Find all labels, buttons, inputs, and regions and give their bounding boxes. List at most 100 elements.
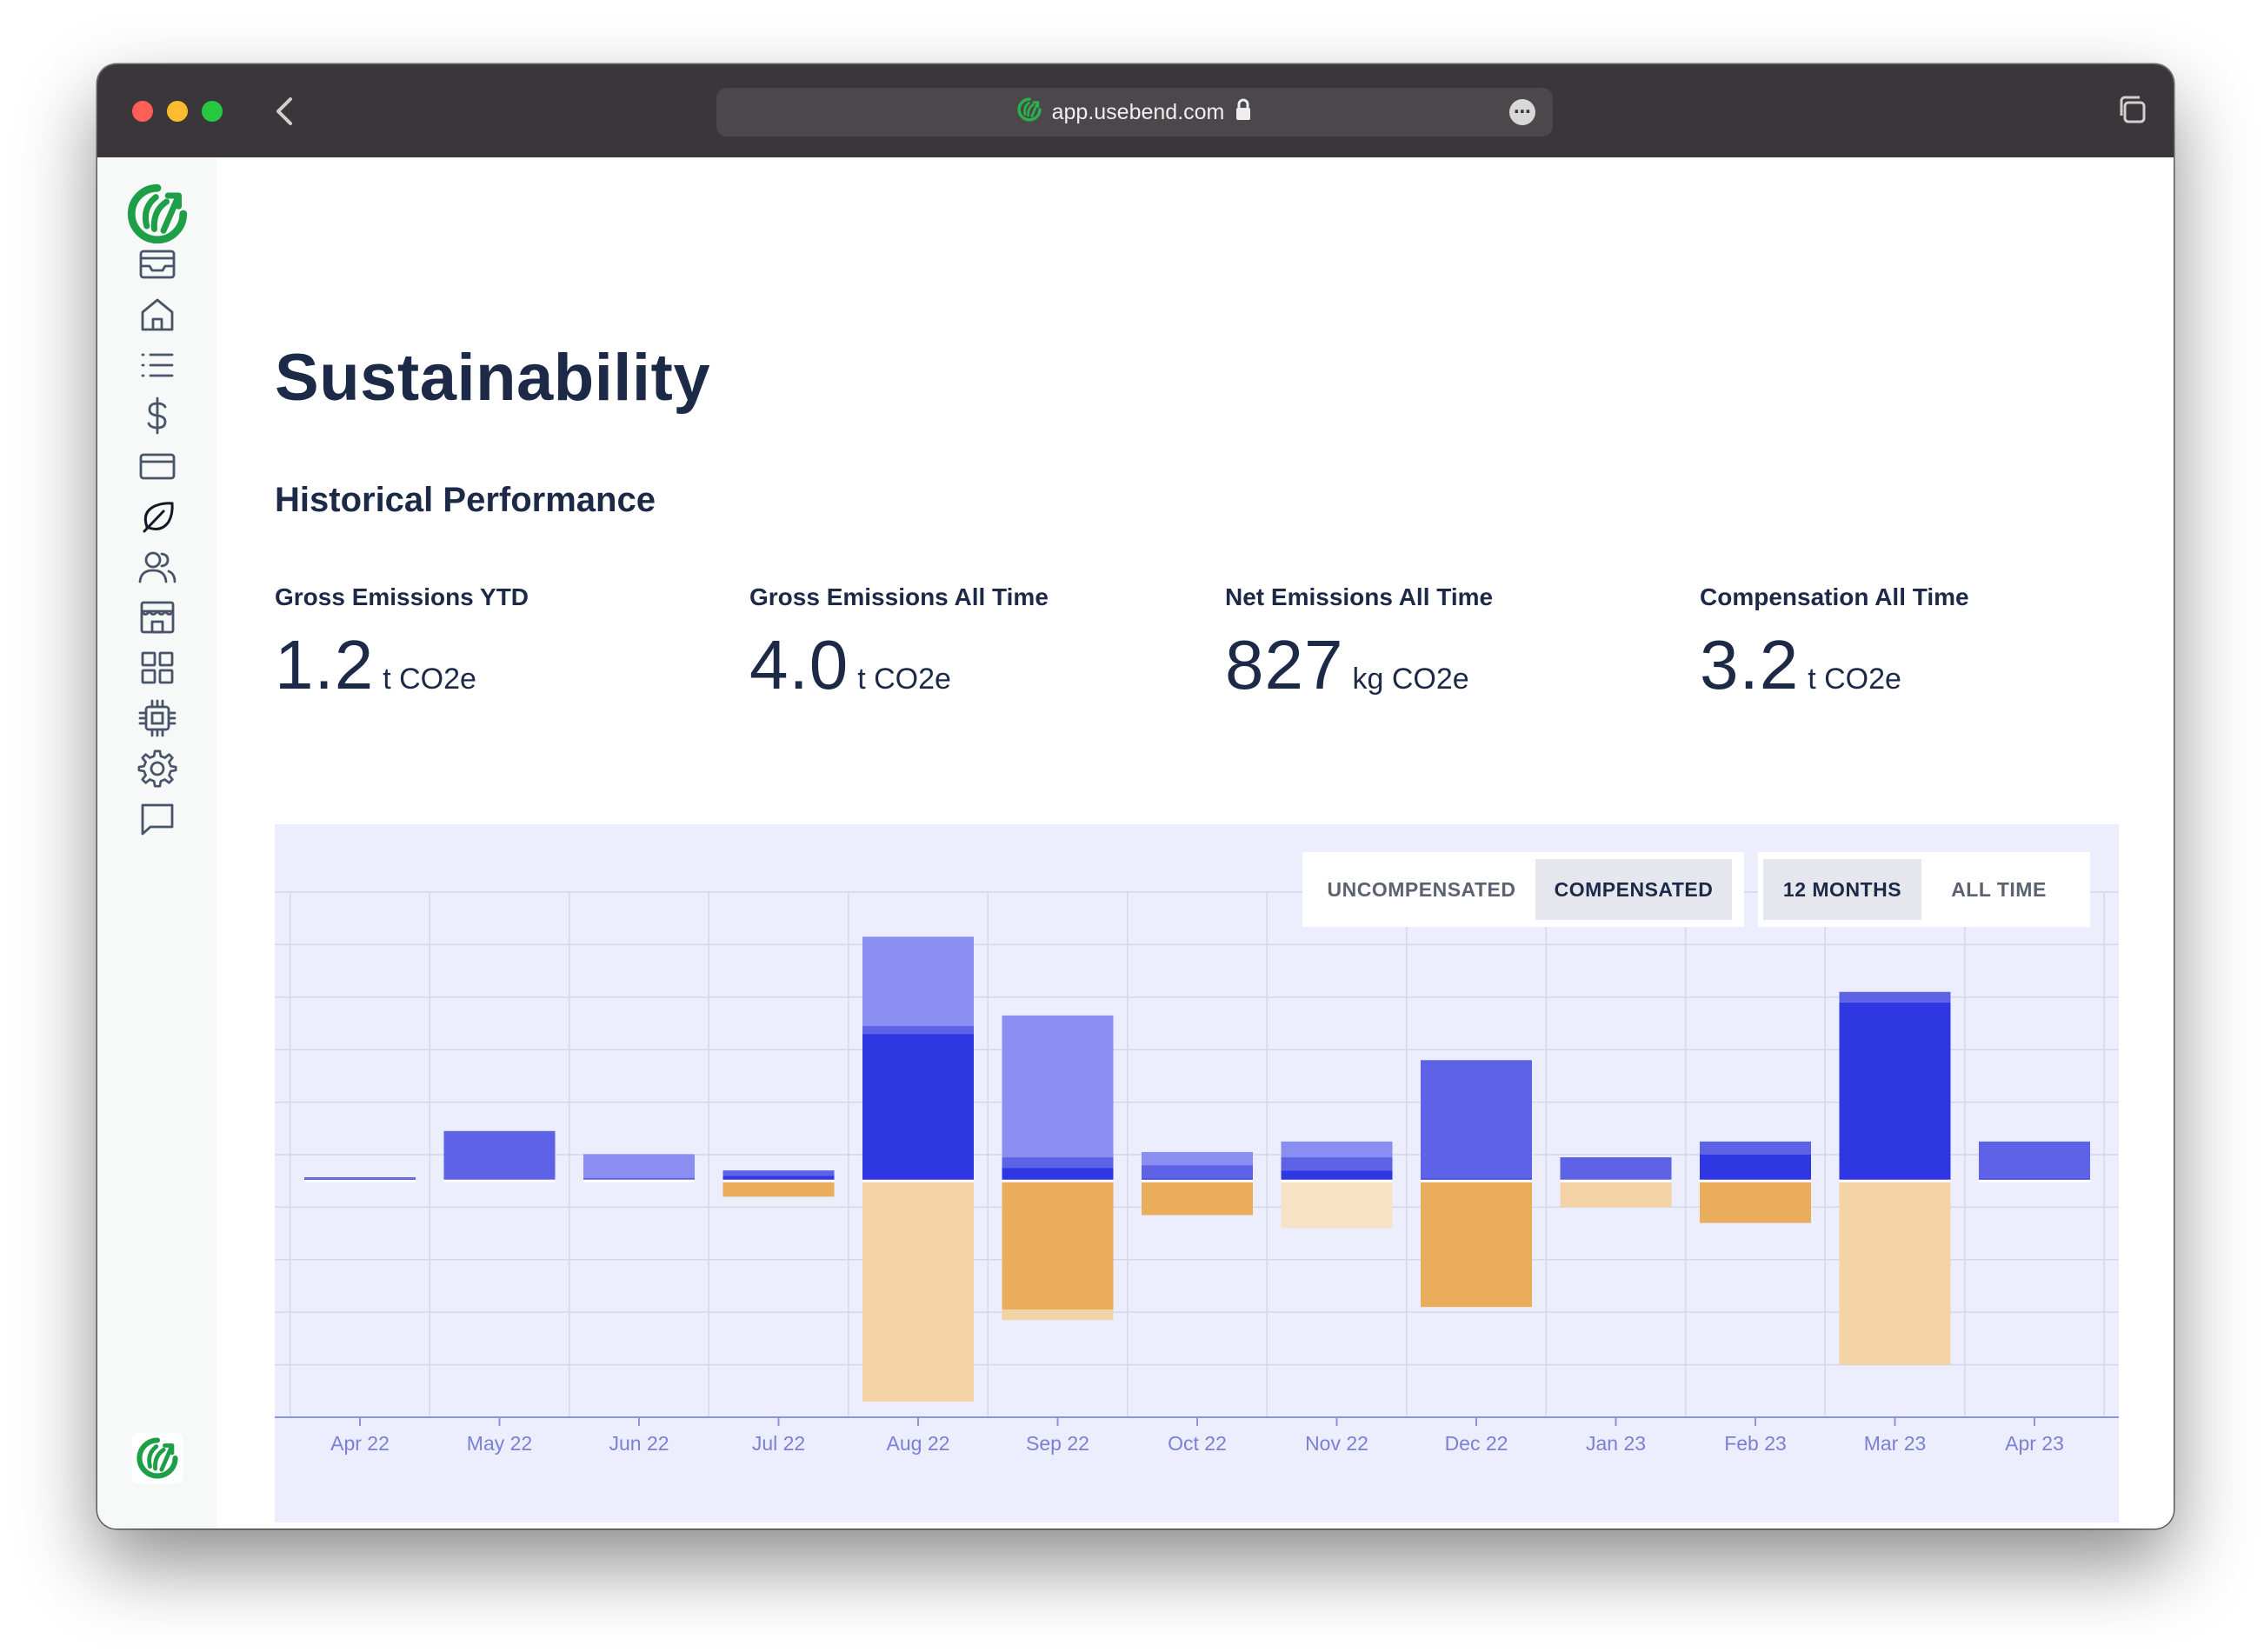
chart-bar-segment xyxy=(1281,1170,1393,1182)
chart-bar-segment xyxy=(1002,1157,1114,1169)
stat-label: Gross Emissions All Time xyxy=(749,583,1049,610)
chart-bar-segment xyxy=(1142,1178,1253,1182)
chart-bar-segment xyxy=(583,1154,695,1178)
chart-bar-segment xyxy=(862,1181,974,1402)
minimize-window-button[interactable] xyxy=(167,101,188,122)
chart-bar-segment xyxy=(1002,1015,1114,1158)
close-window-button[interactable] xyxy=(132,101,153,122)
chart-bar-segment xyxy=(1839,1181,1951,1365)
toggle-uncompensated[interactable]: UNCOMPENSATED xyxy=(1327,877,1516,901)
lock-icon xyxy=(1235,98,1252,127)
toggle-12-months[interactable]: 12 MONTHS xyxy=(1763,859,1921,920)
emissions-chart-svg: Apr 22 May 22 Jun 22 Jul 22 Aug 22 Sep 22 Oct … xyxy=(275,891,2119,1455)
chart-bar-segment xyxy=(1560,1181,1672,1208)
sidebar xyxy=(97,157,218,1529)
x-axis-tick-label: Aug 22 xyxy=(887,1432,950,1455)
chart-bar-segment xyxy=(1281,1157,1393,1171)
stat-unit: kg CO2e xyxy=(1352,663,1469,696)
stat-label: Net Emissions All Time xyxy=(1225,583,1494,610)
gear-icon[interactable] xyxy=(137,749,177,789)
x-axis-tick-label: Jul 22 xyxy=(752,1432,805,1455)
chart-bar-segment xyxy=(1700,1181,1811,1223)
toggle-all-time[interactable]: ALL TIME xyxy=(1951,877,2047,901)
chart-bar-segment xyxy=(722,1170,835,1176)
stat-value: 1.2 xyxy=(275,626,375,703)
list-icon[interactable] xyxy=(137,345,177,385)
browser-titlebar: app.usebend.com ⋯ xyxy=(97,64,2174,157)
chart-bar-segment xyxy=(443,1130,556,1182)
back-arrow-icon[interactable] xyxy=(268,94,303,129)
dollar-icon[interactable] xyxy=(137,396,177,436)
chart-bar-segment xyxy=(1142,1165,1253,1179)
url-text: app.usebend.com xyxy=(1051,99,1225,124)
page-title: Sustainability xyxy=(275,341,711,415)
x-axis-tick-label: Oct 22 xyxy=(1168,1432,1227,1455)
x-axis-tick-label: Jun 22 xyxy=(609,1432,669,1455)
range-toggle-group: 12 MONTHS ALL TIME xyxy=(1758,852,2090,927)
card-icon[interactable] xyxy=(137,446,177,486)
emissions-chart: Apr 22 May 22 Jun 22 Jul 22 Aug 22 Sep 22 Oct … xyxy=(275,824,2119,1522)
stat-unit: t CO2e xyxy=(1808,663,1901,696)
chart-bar-segment xyxy=(1839,991,1951,1003)
x-axis-tick-label: Sep 22 xyxy=(1026,1432,1089,1455)
x-axis-tick-label: Apr 22 xyxy=(330,1432,390,1455)
stat-net-all-time: Net Emissions All Time 827 kg CO2e xyxy=(1225,583,1660,705)
chip-icon[interactable] xyxy=(137,698,177,738)
stat-unit: t CO2e xyxy=(857,663,951,696)
stat-value: 827 xyxy=(1225,626,1344,703)
stat-label: Compensation All Time xyxy=(1700,583,1969,610)
chart-bar-segment xyxy=(1002,1168,1114,1182)
stat-unit: t CO2e xyxy=(383,663,476,696)
bend-logo-icon[interactable] xyxy=(127,183,188,244)
chart-bar-segment xyxy=(1560,1157,1672,1182)
x-axis-tick-label: Nov 22 xyxy=(1305,1432,1368,1455)
stat-label: Gross Emissions YTD xyxy=(275,583,529,610)
x-axis-tick-label: Dec 22 xyxy=(1445,1432,1508,1455)
stat-gross-all-time: Gross Emissions All Time 4.0 t CO2e xyxy=(749,583,1184,705)
chart-bar-segment xyxy=(1281,1181,1393,1229)
chart-bar-segment xyxy=(862,936,974,1027)
chart-bar-segment xyxy=(1421,1181,1532,1308)
site-favicon-icon xyxy=(1016,97,1042,128)
chart-bar-segment xyxy=(862,1026,974,1035)
chart-bar-segment xyxy=(1839,1002,1951,1182)
chart-bar-segment xyxy=(1281,1141,1393,1158)
bend-badge-icon[interactable] xyxy=(132,1433,183,1483)
chart-bar-segment xyxy=(722,1176,835,1182)
x-axis-tick-label: Mar 23 xyxy=(1864,1432,1927,1455)
chart-bar-segment xyxy=(1421,1060,1532,1179)
x-axis-tick-label: May 22 xyxy=(467,1432,532,1455)
stat-compensation-all-time: Compensation All Time 3.2 t CO2e xyxy=(1700,583,2134,705)
chart-bar-segment xyxy=(1700,1155,1811,1182)
chart-bar-segment xyxy=(1700,1141,1811,1155)
zoom-window-button[interactable] xyxy=(202,101,223,122)
address-bar[interactable]: app.usebend.com ⋯ xyxy=(716,88,1553,137)
store-icon[interactable] xyxy=(137,597,177,637)
stat-value: 3.2 xyxy=(1700,626,1800,703)
x-axis-tick-label: Jan 23 xyxy=(1586,1432,1646,1455)
stat-gross-ytd: Gross Emissions YTD 1.2 t CO2e xyxy=(275,583,709,705)
home-icon[interactable] xyxy=(137,295,177,335)
chat-icon[interactable] xyxy=(137,799,177,839)
chart-bar-segment xyxy=(583,1177,695,1181)
x-axis-tick-label: Apr 23 xyxy=(2005,1432,2064,1455)
main-content: Sustainability Historical Performance Gr… xyxy=(216,157,2174,1529)
inbox-icon[interactable] xyxy=(137,244,177,284)
compensation-toggle-group: UNCOMPENSATED COMPENSATED xyxy=(1302,852,1744,927)
chart-bar-segment xyxy=(1142,1151,1253,1166)
chart-bar-segment xyxy=(304,1176,416,1179)
grid-icon[interactable] xyxy=(137,648,177,688)
browser-window: app.usebend.com ⋯ xyxy=(97,64,2174,1529)
chart-bar-segment xyxy=(1002,1309,1114,1321)
toggle-compensated[interactable]: COMPENSATED xyxy=(1535,859,1732,920)
chart-bar-segment xyxy=(862,1034,974,1182)
leaf-icon[interactable] xyxy=(137,496,177,536)
stat-value: 4.0 xyxy=(749,626,849,703)
chart-bar-segment xyxy=(1421,1178,1532,1182)
users-icon[interactable] xyxy=(137,547,177,587)
more-options-icon[interactable]: ⋯ xyxy=(1509,99,1535,125)
chart-bar-segment xyxy=(1979,1141,2090,1179)
chart-bar-segment xyxy=(1979,1178,2090,1182)
tabs-overview-icon[interactable] xyxy=(2116,92,2151,127)
x-axis-tick-label: Feb 23 xyxy=(1724,1432,1787,1455)
